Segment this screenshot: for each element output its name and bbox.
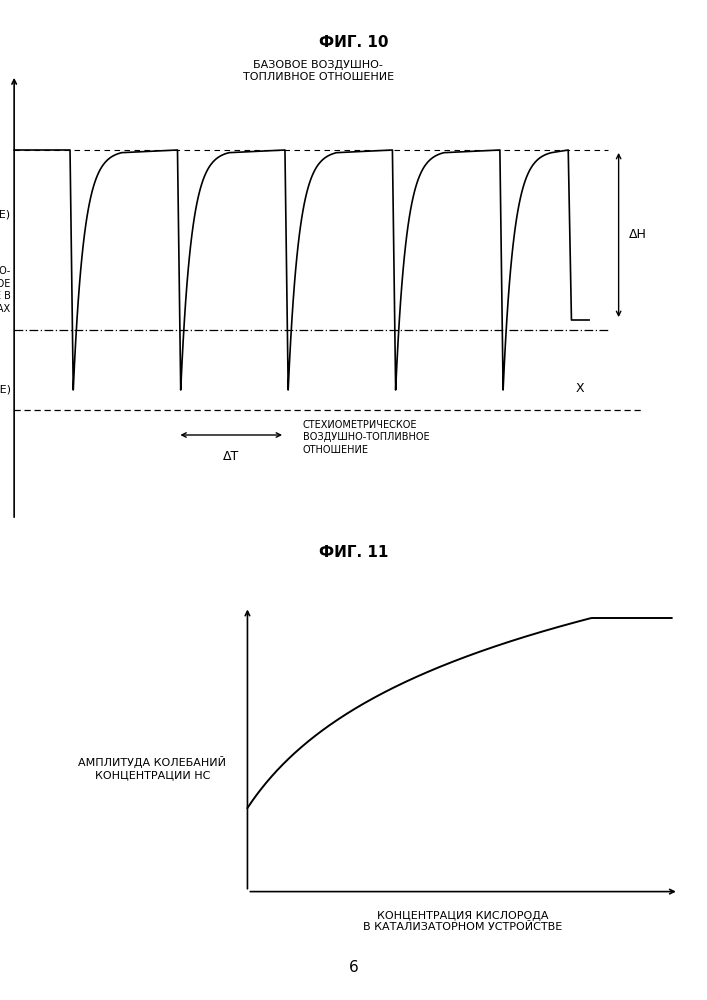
Text: 6: 6 bbox=[349, 960, 358, 975]
Text: СТЕХИОМЕТРИЧЕСКОЕ
ВОЗДУШНО-ТОПЛИВНОЕ
ОТНОШЕНИЕ: СТЕХИОМЕТРИЧЕСКОЕ ВОЗДУШНО-ТОПЛИВНОЕ ОТН… bbox=[303, 420, 429, 455]
Text: ΔH: ΔH bbox=[629, 229, 647, 241]
Text: ФИГ. 10: ФИГ. 10 bbox=[319, 35, 388, 50]
Text: АМПЛИТУДА КОЛЕБАНИЙ
КОНЦЕНТРАЦИИ НС: АМПЛИТУДА КОЛЕБАНИЙ КОНЦЕНТРАЦИИ НС bbox=[78, 756, 226, 780]
Text: ФИГ. 11: ФИГ. 11 bbox=[319, 545, 388, 560]
Text: (БОГАТОЕ): (БОГАТОЕ) bbox=[0, 385, 11, 395]
Text: (БЕДНОЕ): (БЕДНОЕ) bbox=[0, 210, 11, 220]
Text: X: X bbox=[576, 382, 585, 395]
Text: БАЗОВОЕ ВОЗДУШНО-
ТОПЛИВНОЕ ОТНОШЕНИЕ: БАЗОВОЕ ВОЗДУШНО- ТОПЛИВНОЕ ОТНОШЕНИЕ bbox=[243, 60, 394, 82]
Text: ВОЗДУШНО-
ТОПЛИВНОЕ
ОТНОШЕНИЕ В
ВЫХЛОПНЫХ ГАЗАХ: ВОЗДУШНО- ТОПЛИВНОЕ ОТНОШЕНИЕ В ВЫХЛОПНЫ… bbox=[0, 266, 11, 314]
Text: КОНЦЕНТРАЦИЯ КИСЛОРОДА
В КАТАЛИЗАТОРНОМ УСТРОЙСТВЕ: КОНЦЕНТРАЦИЯ КИСЛОРОДА В КАТАЛИЗАТОРНОМ … bbox=[363, 911, 563, 932]
Text: ΔT: ΔT bbox=[223, 450, 240, 463]
